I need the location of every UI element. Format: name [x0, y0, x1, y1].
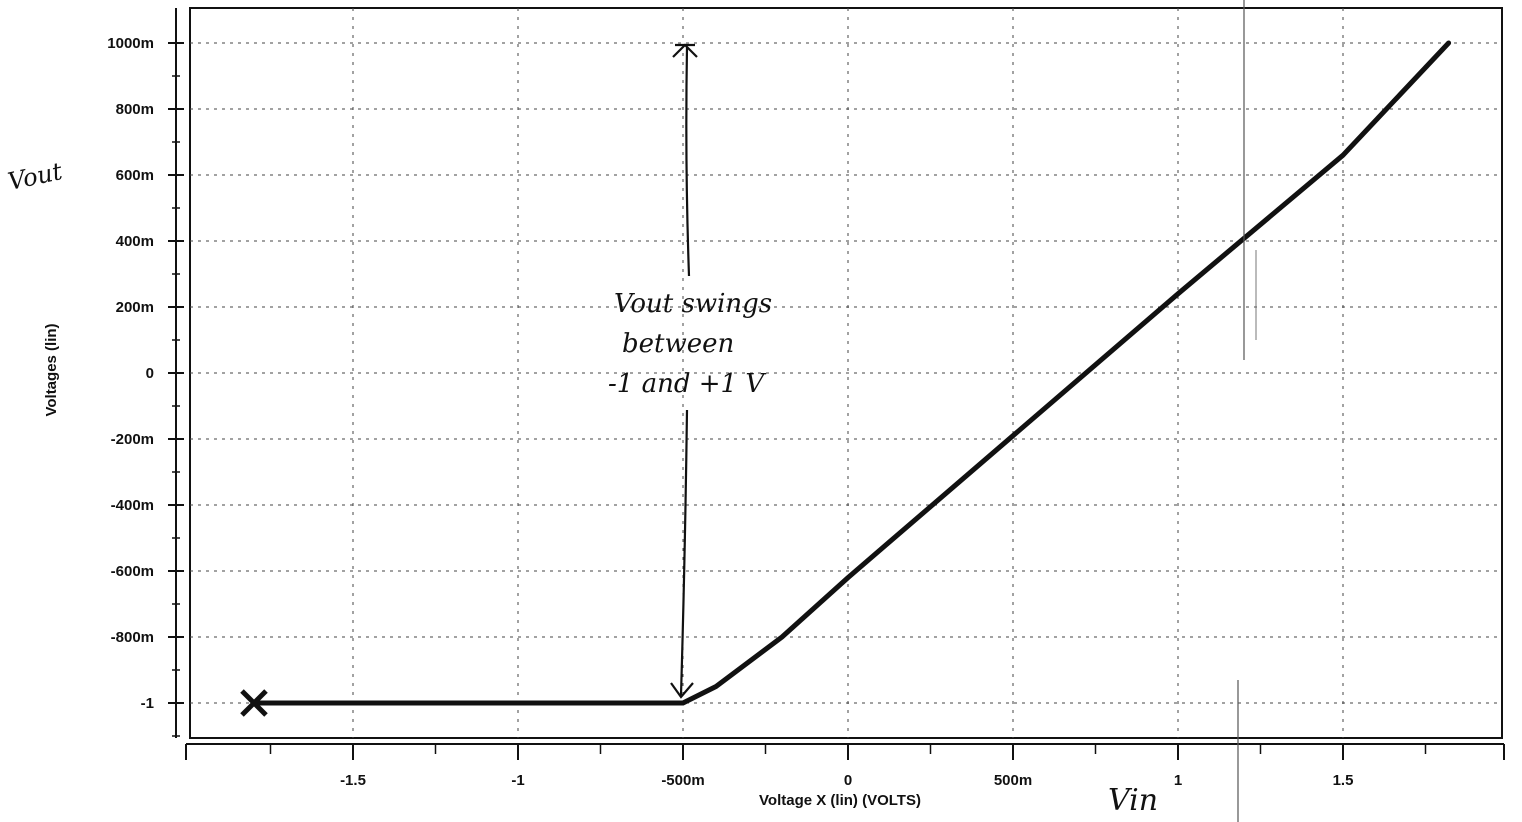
y-tick-label: -1: [141, 695, 154, 712]
x-tick-label: 1: [1174, 772, 1182, 789]
y-tick-label: -400m: [111, 497, 154, 514]
swing-note-line-3: -1 and +1 V: [608, 369, 766, 399]
y-tick-label: 400m: [116, 233, 154, 250]
y-tick-label: -200m: [111, 431, 154, 448]
x-tick-label: -1: [511, 772, 524, 789]
series-layer: [251, 40, 1452, 706]
start-marker-x: [240, 689, 268, 717]
y-tick-label: 200m: [116, 299, 154, 316]
x-axis-label: Voltage X (lin) (VOLTS): [759, 792, 921, 809]
x-tick-label: -500m: [661, 772, 704, 789]
y-tick-label: 1000m: [107, 35, 154, 52]
swing-note-line-2: between: [622, 329, 734, 359]
annotation-layer: [240, 43, 698, 717]
x-tick-label: 0: [844, 772, 852, 789]
swing-arrow-up-head: [672, 43, 698, 58]
swing-note-line-1: Vout swings: [614, 289, 772, 319]
series-line: [251, 40, 1452, 706]
x-tick-label: 1.5: [1333, 772, 1354, 789]
vin-handwritten-label: Vin: [1108, 783, 1158, 818]
swing-arrow-up: [685, 46, 691, 277]
y-axis-label: Voltages (lin): [43, 323, 60, 416]
vout-handwritten-label: Vout: [5, 157, 65, 196]
x-tick-label: 500m: [994, 772, 1032, 789]
grid: [190, 8, 1502, 738]
y-tick-label: 0: [146, 365, 154, 382]
y-tick-label: -600m: [111, 563, 154, 580]
x-tick-label: -1.5: [340, 772, 366, 789]
swing-arrow-down: [679, 409, 689, 696]
swing-arrow-down-head: [670, 682, 694, 699]
y-tick-label: 600m: [116, 167, 154, 184]
y-tick-label: -800m: [111, 629, 154, 646]
y-tick-label: 800m: [116, 101, 154, 118]
y-ticks: 1000m 800m 600m 400m 200m 0 -200m -400m -600m -80…: [107, 35, 184, 737]
x-ticks: -1.5 -1 -500m 0 500m 1 1.5: [185, 744, 1505, 789]
